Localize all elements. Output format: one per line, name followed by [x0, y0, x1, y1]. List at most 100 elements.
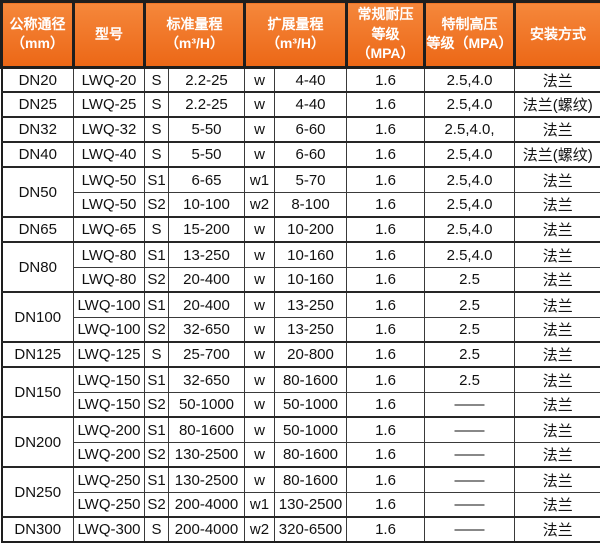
std-range-cell: 2.2-25 [169, 67, 245, 92]
dn-cell: DN200 [2, 417, 74, 467]
header-std-range: 标准量程 （m³/H） [145, 2, 245, 68]
normal-mpa-cell: 1.6 [347, 92, 425, 117]
dn-cell: DN40 [2, 142, 74, 167]
ext-range-cell: 80-1600 [275, 367, 347, 392]
dn-cell: DN50 [2, 167, 74, 217]
s-code-cell: S2 [145, 267, 169, 292]
high-mpa-cell: 2.5,4.0 [425, 67, 515, 92]
std-range-cell: 20-400 [169, 292, 245, 317]
install-cell: 法兰 [515, 467, 600, 492]
w-code-cell: w2 [245, 517, 275, 542]
model-cell: LWQ-65 [74, 217, 145, 242]
normal-mpa-cell: 1.6 [347, 517, 425, 542]
std-range-cell: 20-400 [169, 267, 245, 292]
normal-mpa-cell: 1.6 [347, 442, 425, 467]
w-code-cell: w1 [245, 492, 275, 517]
ext-range-cell: 130-2500 [275, 492, 347, 517]
normal-mpa-cell: 1.6 [347, 267, 425, 292]
std-range-cell: 13-250 [169, 242, 245, 267]
ext-range-cell: 13-250 [275, 292, 347, 317]
s-code-cell: S [145, 117, 169, 142]
s-code-cell: S1 [145, 417, 169, 442]
header-model: 型号 [74, 2, 145, 68]
ext-range-cell: 10-160 [275, 267, 347, 292]
std-range-cell: 5-50 [169, 142, 245, 167]
install-cell: 法兰 [515, 492, 600, 517]
model-cell: LWQ-250 [74, 492, 145, 517]
w-code-cell: w [245, 267, 275, 292]
w-code-cell: w [245, 92, 275, 117]
dn-cell: DN32 [2, 117, 74, 142]
model-cell: LWQ-50 [74, 192, 145, 217]
w-code-cell: w1 [245, 167, 275, 192]
header-dn: 公称通径 （mm） [2, 2, 74, 68]
header-ext-range: 扩展量程 （m³/H） [245, 2, 347, 68]
install-cell: 法兰 [515, 242, 600, 267]
high-mpa-cell: 2.5 [425, 367, 515, 392]
ext-range-cell: 6-60 [275, 117, 347, 142]
install-cell: 法兰 [515, 217, 600, 242]
s-code-cell: S1 [145, 242, 169, 267]
ext-range-cell: 50-1000 [275, 392, 347, 417]
normal-mpa-cell: 1.6 [347, 467, 425, 492]
ext-range-cell: 13-250 [275, 317, 347, 342]
model-cell: LWQ-80 [74, 242, 145, 267]
high-mpa-cell: 2.5,4.0 [425, 92, 515, 117]
high-mpa-cell: —— [425, 492, 515, 517]
normal-mpa-cell: 1.6 [347, 67, 425, 92]
high-mpa-cell: 2.5,4.0 [425, 167, 515, 192]
normal-mpa-cell: 1.6 [347, 417, 425, 442]
s-code-cell: S [145, 517, 169, 542]
w-code-cell: w [245, 292, 275, 317]
normal-mpa-cell: 1.6 [347, 142, 425, 167]
high-mpa-cell: 2.5,4.0 [425, 217, 515, 242]
std-range-cell: 130-2500 [169, 442, 245, 467]
high-mpa-cell: —— [425, 417, 515, 442]
std-range-cell: 10-100 [169, 192, 245, 217]
install-cell: 法兰 [515, 392, 600, 417]
normal-mpa-cell: 1.6 [347, 342, 425, 367]
w-code-cell: w [245, 67, 275, 92]
model-cell: LWQ-80 [74, 267, 145, 292]
w-code-cell: w [245, 442, 275, 467]
w-code-cell: w [245, 417, 275, 442]
normal-mpa-cell: 1.6 [347, 242, 425, 267]
install-cell: 法兰 [515, 317, 600, 342]
normal-mpa-cell: 1.6 [347, 192, 425, 217]
install-cell: 法兰 [515, 267, 600, 292]
install-cell: 法兰 [515, 417, 600, 442]
high-mpa-cell: —— [425, 467, 515, 492]
model-cell: LWQ-20 [74, 67, 145, 92]
high-mpa-cell: —— [425, 392, 515, 417]
w-code-cell: w [245, 392, 275, 417]
std-range-cell: 15-200 [169, 217, 245, 242]
install-cell: 法兰 [515, 117, 600, 142]
model-cell: LWQ-200 [74, 417, 145, 442]
high-mpa-cell: 2.5,4.0 [425, 192, 515, 217]
w-code-cell: w [245, 217, 275, 242]
std-range-cell: 6-65 [169, 167, 245, 192]
ext-range-cell: 4-40 [275, 92, 347, 117]
dn-cell: DN65 [2, 217, 74, 242]
s-code-cell: S2 [145, 492, 169, 517]
normal-mpa-cell: 1.6 [347, 167, 425, 192]
s-code-cell: S1 [145, 292, 169, 317]
s-code-cell: S [145, 92, 169, 117]
s-code-cell: S1 [145, 367, 169, 392]
install-cell: 法兰 [515, 67, 600, 92]
model-cell: LWQ-25 [74, 92, 145, 117]
